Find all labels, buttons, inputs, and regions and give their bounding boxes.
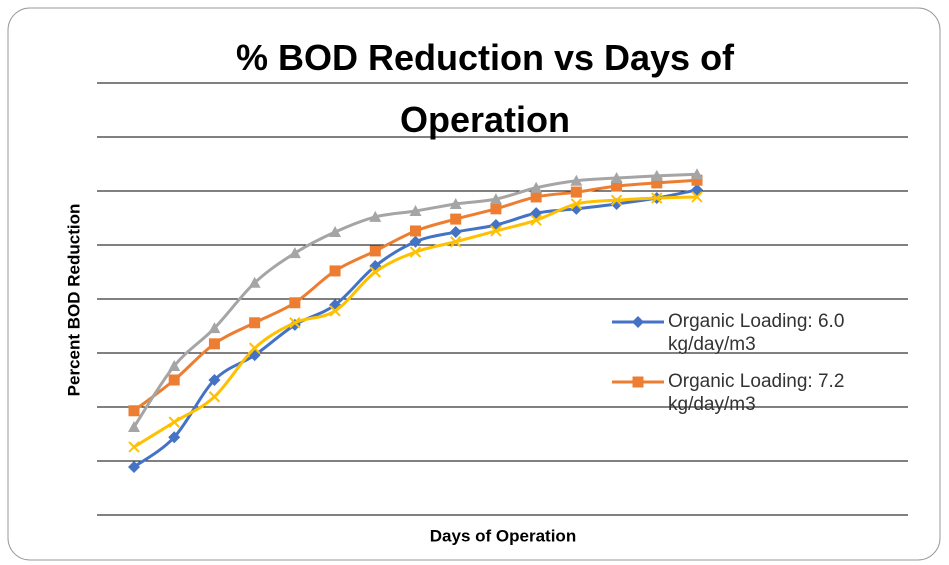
marker	[530, 181, 543, 193]
marker	[570, 174, 583, 186]
marker	[489, 193, 502, 205]
marker	[369, 245, 381, 257]
marker	[168, 359, 181, 371]
marker	[289, 317, 301, 329]
marker	[570, 186, 582, 198]
marker	[208, 391, 221, 403]
marker	[168, 416, 180, 428]
marker	[490, 225, 502, 237]
marker	[128, 441, 140, 453]
marker	[248, 276, 261, 288]
legend-label: Organic Loading: 7.2 kg/day/m3	[668, 371, 844, 415]
marker	[369, 266, 381, 278]
marker	[449, 226, 462, 239]
marker	[610, 172, 623, 184]
marker	[409, 204, 422, 216]
marker	[208, 338, 220, 350]
marker	[449, 197, 462, 209]
marker	[329, 226, 342, 238]
marker	[288, 247, 301, 259]
marker	[248, 342, 261, 354]
marker	[208, 322, 221, 334]
marker	[632, 316, 644, 328]
marker	[409, 235, 422, 248]
marker	[610, 194, 623, 206]
marker	[450, 236, 462, 248]
marker	[289, 297, 301, 309]
marker	[249, 317, 261, 329]
marker	[691, 191, 703, 203]
marker	[168, 431, 181, 444]
marker	[409, 246, 422, 258]
marker	[128, 460, 140, 473]
x-axis-label: Days of Operation	[430, 526, 576, 545]
marker	[570, 198, 583, 210]
marker	[651, 192, 663, 204]
legend-label: Organic Loading: 6.0 kg/day/m3	[668, 311, 844, 355]
marker	[168, 374, 180, 386]
marker	[691, 168, 703, 180]
marker	[691, 174, 703, 186]
marker	[490, 203, 502, 215]
marker	[530, 191, 542, 203]
marker	[329, 265, 341, 277]
marker	[611, 180, 623, 192]
marker	[410, 225, 421, 237]
marker	[450, 213, 462, 225]
marker	[651, 177, 663, 189]
chart-title: % BOD Reduction vs Days of Operation	[236, 37, 735, 140]
marker	[530, 214, 542, 226]
marker	[329, 305, 341, 317]
marker	[128, 420, 140, 432]
marker	[369, 210, 382, 222]
marker	[650, 169, 663, 181]
marker	[632, 376, 644, 388]
marker	[128, 405, 140, 417]
chart-frame	[7, 7, 941, 561]
y-axis-label: Percent BOD Reduction	[64, 204, 83, 397]
marker	[208, 374, 221, 386]
